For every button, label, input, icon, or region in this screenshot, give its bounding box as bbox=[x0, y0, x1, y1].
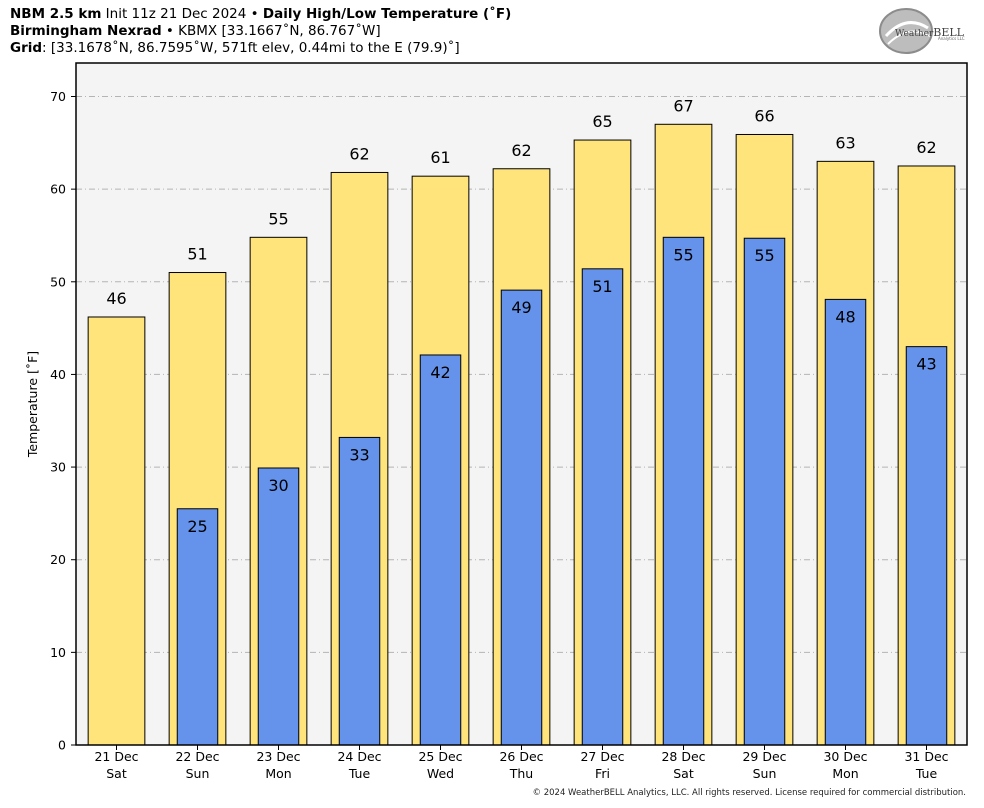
y-axis-label: Temperature [˚F] bbox=[25, 351, 40, 458]
x-tick-date: 26 Dec bbox=[499, 749, 543, 764]
x-tick-date: 29 Dec bbox=[742, 749, 786, 764]
high-temp-bar bbox=[87, 316, 146, 746]
plot-frame bbox=[75, 62, 968, 746]
y-tick-label: 30 bbox=[50, 460, 66, 475]
x-tick-weekday: Sun bbox=[186, 766, 210, 781]
svg-text:WeatherBELL: WeatherBELL bbox=[895, 26, 965, 39]
x-tick-date: 22 Dec bbox=[175, 749, 219, 764]
low-temp-bar bbox=[176, 508, 219, 746]
low-temp-label: 55 bbox=[754, 246, 774, 265]
low-temp-label: 42 bbox=[430, 363, 450, 382]
low-temp-bar bbox=[905, 346, 948, 746]
x-tick-weekday: Sat bbox=[673, 766, 694, 781]
low-temp-label: 30 bbox=[268, 476, 288, 495]
x-tick-date: 28 Dec bbox=[661, 749, 705, 764]
x-axis-labels: 21 Dec Sat 22 Dec Sun 23 Dec Mon 24 Dec Tue 25 D… bbox=[94, 745, 949, 781]
x-tick-weekday: Sat bbox=[106, 766, 127, 781]
low-temp-label: 49 bbox=[511, 298, 531, 317]
low-temp-bar bbox=[662, 236, 705, 746]
x-tick-weekday: Sun bbox=[753, 766, 777, 781]
x-tick-date: 31 Dec bbox=[904, 749, 948, 764]
bars: 46 51 25 55 30 62 33 61 42 62 49 65 51 67 55 66 55 63 48 62… bbox=[87, 96, 956, 746]
high-temp-label: 61 bbox=[430, 148, 450, 167]
y-tick-label: 0 bbox=[58, 738, 66, 753]
x-tick-date: 30 Dec bbox=[823, 749, 867, 764]
x-tick-date: 21 Dec bbox=[94, 749, 138, 764]
high-temp-label: 51 bbox=[187, 245, 207, 264]
low-temp-label: 48 bbox=[835, 307, 855, 326]
y-tick-label: 10 bbox=[50, 645, 66, 660]
x-tick-weekday: Tue bbox=[348, 766, 371, 781]
high-temp-label: 66 bbox=[754, 106, 774, 125]
product-name: Daily High/Low Temperature (˚F) bbox=[262, 6, 512, 22]
high-temp-label: 55 bbox=[268, 209, 288, 228]
grid-detail: : [33.1678˚N, 86.7595˚W, 571ft elev, 0.4… bbox=[42, 40, 460, 56]
low-temp-bar bbox=[419, 354, 462, 746]
chart-title: NBM 2.5 km Init 11z 21 Dec 2024 • Daily … bbox=[10, 6, 511, 23]
x-tick-weekday: Thu bbox=[509, 766, 533, 781]
y-tick-label: 50 bbox=[50, 274, 66, 289]
svg-text:Analytics LLC: Analytics LLC bbox=[938, 36, 965, 41]
x-tick-date: 23 Dec bbox=[256, 749, 300, 764]
low-temp-label: 25 bbox=[187, 517, 207, 536]
x-tick-weekday: Tue bbox=[915, 766, 938, 781]
x-tick-weekday: Mon bbox=[832, 766, 858, 781]
low-temp-label: 55 bbox=[673, 245, 693, 264]
location-line: Birmingham Nexrad • KBMX [33.1667˚N, 86.… bbox=[10, 23, 381, 40]
low-temp-bar bbox=[743, 237, 786, 746]
y-tick-label: 70 bbox=[50, 89, 66, 104]
low-temp-bar bbox=[338, 436, 381, 746]
location-detail: • KBMX [33.1667˚N, 86.767˚W] bbox=[161, 23, 381, 39]
low-temp-bar bbox=[257, 467, 300, 746]
x-tick-date: 27 Dec bbox=[580, 749, 624, 764]
x-tick-date: 25 Dec bbox=[418, 749, 462, 764]
copyright-notice: © 2024 WeatherBELL Analytics, LLC. All r… bbox=[532, 788, 966, 798]
x-tick-weekday: Fri bbox=[595, 766, 610, 781]
low-temp-label: 33 bbox=[349, 445, 369, 464]
x-tick-weekday: Wed bbox=[427, 766, 454, 781]
grid-line: Grid: [33.1678˚N, 86.7595˚W, 571ft elev,… bbox=[10, 40, 460, 57]
x-tick-weekday: Mon bbox=[265, 766, 291, 781]
y-tick-label: 20 bbox=[50, 552, 66, 567]
low-temp-bar bbox=[824, 298, 867, 746]
low-temp-bar bbox=[581, 268, 624, 746]
high-temp-label: 62 bbox=[916, 138, 936, 157]
grid-label: Grid bbox=[10, 40, 43, 56]
high-temp-label: 63 bbox=[835, 133, 855, 152]
high-temp-label: 67 bbox=[673, 96, 693, 115]
low-temp-label: 43 bbox=[916, 355, 936, 374]
high-temp-label: 62 bbox=[511, 141, 531, 160]
low-temp-label: 51 bbox=[592, 277, 612, 296]
low-temp-bar bbox=[500, 289, 543, 746]
high-temp-label: 65 bbox=[592, 112, 612, 131]
init-time: Init 11z 21 Dec 2024 • bbox=[101, 6, 263, 22]
y-tick-label: 60 bbox=[50, 182, 66, 197]
y-axis-ticks: 0 10 20 30 40 50 60 70 bbox=[50, 89, 76, 753]
high-temp-label: 62 bbox=[349, 144, 369, 163]
weatherbell-logo: WeatherBELL Analytics LLC bbox=[879, 8, 965, 54]
x-tick-date: 24 Dec bbox=[337, 749, 381, 764]
y-tick-label: 40 bbox=[50, 367, 66, 382]
high-temp-label: 46 bbox=[106, 289, 126, 308]
model-name: NBM 2.5 km bbox=[10, 6, 102, 22]
location-name: Birmingham Nexrad bbox=[10, 23, 162, 39]
